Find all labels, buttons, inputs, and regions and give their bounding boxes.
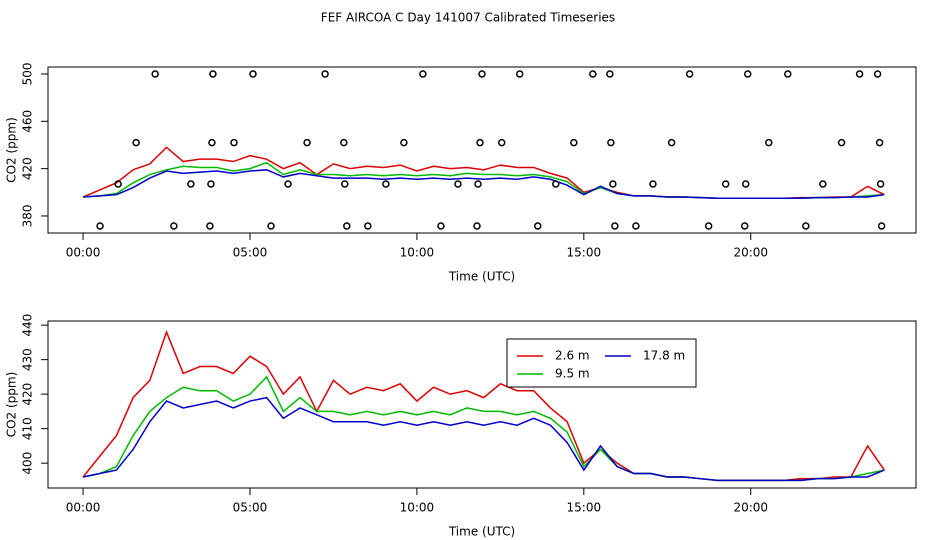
outlier-point	[400, 138, 408, 147]
x-tick-label: 15:00	[567, 246, 602, 260]
outlier-point	[784, 70, 792, 78]
y-tick-label: 420	[21, 157, 35, 180]
y-axis-label: CO2 (ppm)	[5, 117, 19, 183]
outlier-point	[207, 180, 215, 188]
x-tick-label: 20:00	[733, 501, 768, 515]
legend-box	[506, 338, 697, 388]
outlier-point	[321, 70, 329, 78]
series-line	[82, 329, 885, 482]
outlier-point	[802, 222, 810, 230]
y-axis-label: CO2 (ppm)	[5, 372, 19, 438]
outlier-point	[454, 180, 462, 188]
x-tick-label: 05:00	[233, 501, 268, 515]
y-tick-label: 380	[21, 205, 35, 228]
outlier-point	[515, 70, 524, 78]
x-tick-label: 20:00	[733, 246, 768, 260]
y-tick-label: 410	[21, 417, 35, 440]
y-tick-label: 460	[21, 110, 35, 133]
y-tick-label: 400	[21, 452, 35, 475]
y-tick-label: 440	[21, 314, 35, 337]
outlier-point	[114, 180, 122, 188]
outlier-point	[209, 70, 217, 78]
outlier-point	[741, 180, 750, 188]
y-tick-label: 430	[21, 348, 35, 371]
series-line	[82, 396, 885, 482]
outlier-point	[249, 70, 257, 78]
legend-label: 17.8 m	[643, 349, 685, 363]
outlier-point	[607, 138, 615, 147]
series-line	[83, 169, 885, 199]
outlier-point	[740, 222, 749, 230]
legend-label: 9.5 m	[555, 367, 590, 381]
outlier-point	[606, 70, 614, 78]
outlier-point	[343, 222, 351, 230]
outlier-point	[208, 138, 216, 147]
outlier-point	[649, 180, 657, 188]
outlier-point	[589, 70, 597, 78]
outlier-point	[855, 70, 864, 78]
outlier-point	[364, 222, 372, 230]
chart-title: FEF AIRCOA C Day 141007 Calibrated Times…	[321, 11, 615, 25]
outlier-point	[340, 138, 348, 147]
plot-frame	[47, 320, 917, 489]
outlier-point	[873, 70, 882, 78]
outlier-point	[474, 180, 482, 188]
outlier-point	[704, 222, 713, 230]
outlier-point	[303, 138, 311, 147]
outlier-point	[187, 180, 195, 188]
outlier-point	[743, 70, 752, 78]
outlier-point	[419, 70, 427, 78]
outlier-point	[132, 138, 140, 147]
series-line	[82, 146, 885, 199]
y-tick-label: 420	[21, 383, 35, 406]
x-tick-label: 05:00	[233, 246, 268, 260]
outlier-point	[341, 180, 349, 188]
outlier-point	[570, 138, 578, 147]
x-tick-label: 00:00	[66, 246, 101, 260]
outlier-point	[685, 70, 694, 78]
x-tick-label: 10:00	[400, 246, 435, 260]
outlier-point	[632, 222, 640, 230]
series-line	[83, 161, 885, 199]
x-tick-label: 15:00	[567, 501, 602, 515]
outlier-point	[837, 138, 846, 147]
x-axis-label: Time (UTC)	[448, 525, 515, 539]
outlier-point	[875, 138, 884, 147]
outlier-point	[206, 222, 214, 230]
outlier-point	[267, 222, 275, 230]
outlier-point	[667, 138, 676, 147]
outlier-point	[284, 180, 292, 188]
outlier-point	[170, 222, 178, 230]
outlier-point	[819, 180, 827, 188]
outlier-point	[478, 70, 486, 78]
outlier-point	[476, 138, 484, 147]
outlier-point	[151, 70, 159, 78]
outlier-point	[230, 138, 238, 147]
y-tick-label: 500	[21, 63, 35, 86]
x-tick-label: 00:00	[66, 501, 101, 515]
outlier-point	[552, 180, 560, 188]
outlier-point	[382, 180, 390, 188]
outlier-point	[877, 222, 886, 230]
series-line	[82, 375, 885, 482]
x-axis-label: Time (UTC)	[448, 270, 515, 284]
outlier-point	[473, 222, 481, 230]
outlier-point	[96, 222, 104, 230]
legend-label: 2.6 m	[555, 349, 590, 363]
outlier-point	[497, 138, 506, 147]
outlier-point	[609, 180, 617, 188]
outlier-point	[534, 222, 542, 230]
outlier-point	[437, 222, 445, 230]
plot-frame	[47, 66, 917, 234]
outlier-point	[721, 180, 730, 188]
outlier-point	[876, 180, 885, 188]
outlier-point	[765, 138, 773, 147]
x-tick-label: 10:00	[400, 501, 435, 515]
outlier-point	[611, 222, 619, 230]
